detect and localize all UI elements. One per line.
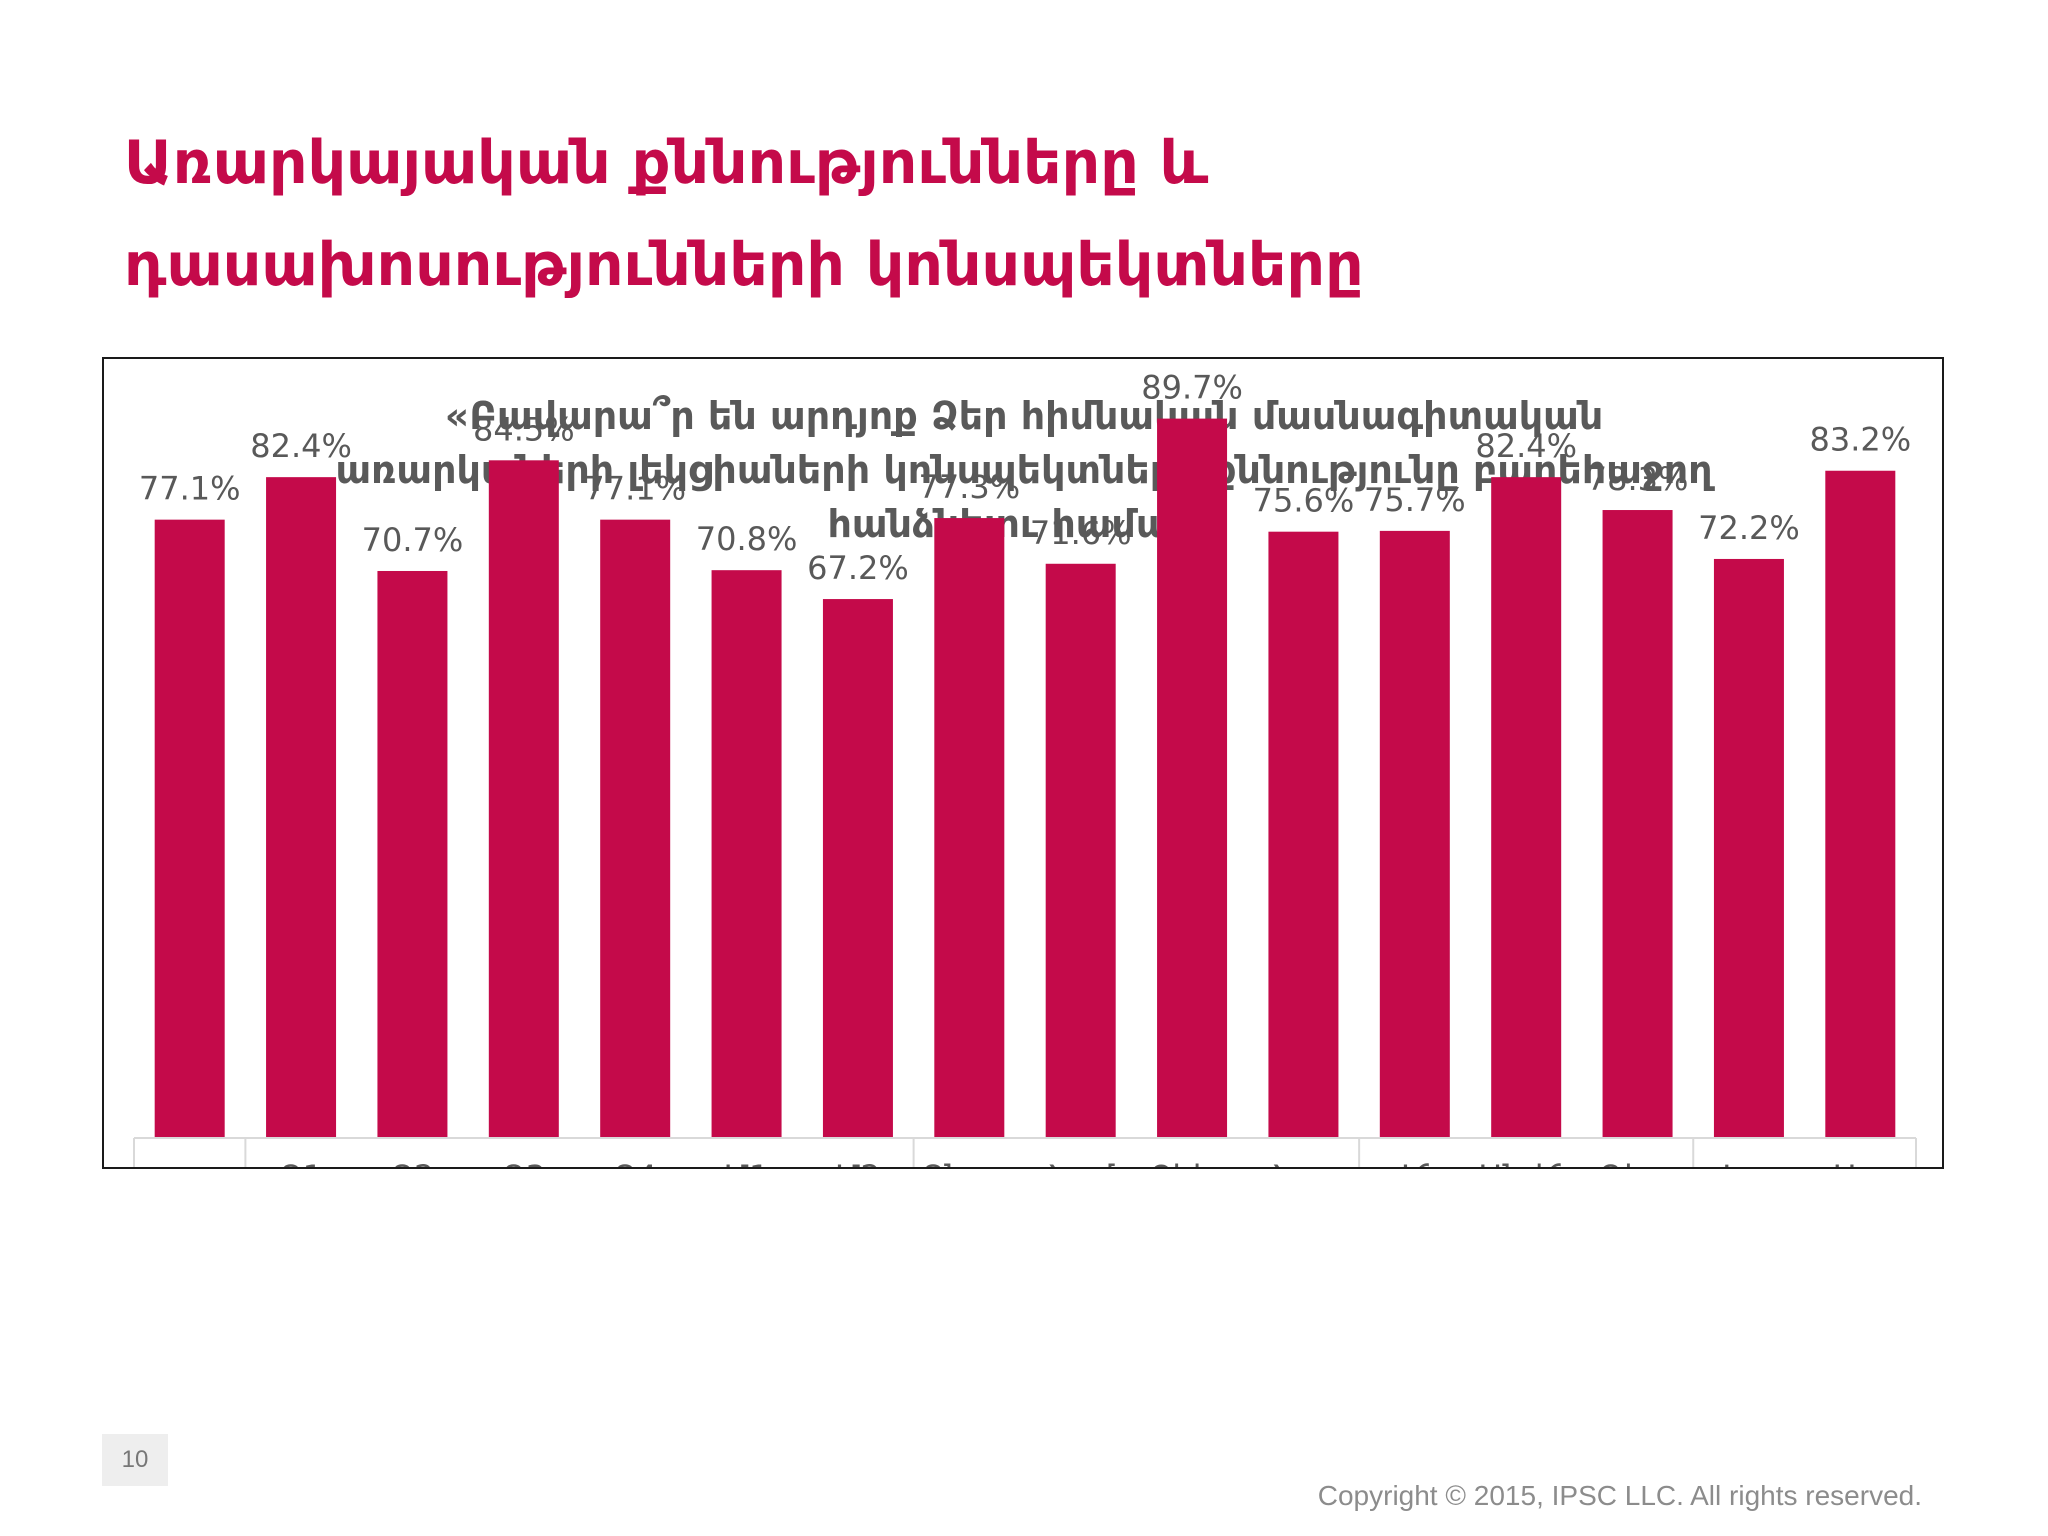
data-label: 89.7% (1141, 369, 1243, 407)
bar (1045, 563, 1116, 1138)
category-label: Բ1 (279, 1158, 323, 1167)
data-label: 83.2% (1809, 421, 1911, 459)
data-label: 78.3% (1587, 460, 1689, 498)
page-title: Առարկայական քննությունները և դասախոսությ… (124, 128, 1364, 300)
page-number: 10 (102, 1434, 168, 1486)
bar (1491, 477, 1562, 1139)
data-label: 72.2% (1698, 509, 1800, 547)
category-label: Հում. (1037, 1158, 1125, 1167)
data-label: 82.4% (250, 427, 352, 465)
bar (822, 599, 893, 1138)
bar (1602, 510, 1673, 1138)
bar (600, 519, 671, 1138)
bar (1713, 558, 1784, 1138)
category-label: Բնագ (921, 1158, 1017, 1167)
bar (1379, 530, 1450, 1138)
data-label: 77.3% (918, 468, 1020, 506)
bar (1825, 470, 1896, 1139)
data-label: 77.1% (584, 470, 686, 508)
bar (934, 518, 1005, 1138)
data-label: 82.4% (1475, 427, 1577, 465)
category-label: Բ2 (391, 1158, 435, 1167)
category-label: Իգ. (1722, 1158, 1775, 1167)
data-label: 75.7% (1364, 481, 1466, 519)
bar (154, 519, 225, 1138)
category-label: Բ4 (613, 1158, 657, 1167)
category-label: Մ2 (835, 1158, 881, 1167)
category-label: Բ3 (502, 1158, 546, 1167)
category-label: Մ1 (724, 1158, 770, 1167)
data-label: 84.5% (473, 410, 575, 448)
category-label: Հաս. (1261, 1158, 1346, 1167)
chart-title: «Բավարա՞ր են արդյոք Ձեր հիմնական մասնագի… (335, 394, 1713, 546)
data-label: 70.8% (696, 520, 798, 558)
bar (711, 570, 782, 1138)
bar (1157, 418, 1228, 1139)
bar (266, 477, 337, 1139)
category-label: Տեխ. (1150, 1158, 1234, 1167)
bar-chart: 77.1%82.4%70.7%84.5%77.1%70.8%67.2%77.3%… (133, 369, 1917, 1167)
copyright-text: Copyright © 2015, IPSC LLC. All rights r… (1317, 1480, 1922, 1511)
bar (377, 570, 448, 1138)
data-label: 77.1% (139, 470, 241, 508)
data-label: 67.2% (807, 549, 909, 587)
category-label: Գեր. (1600, 1158, 1675, 1167)
bar (488, 460, 559, 1138)
bar (1268, 531, 1339, 1138)
category-label: Ար. (1833, 1158, 1888, 1167)
chart-frame: «Բավարա՞ր են արդյոք Ձեր հիմնական մասնագի… (102, 357, 1944, 1169)
data-label: 75.6% (1253, 482, 1355, 520)
data-label: 70.7% (362, 521, 464, 559)
category-label: Վճ. (1388, 1158, 1442, 1167)
data-label: 71.6% (1030, 514, 1132, 552)
category-label: Անվճ. (1479, 1158, 1574, 1167)
